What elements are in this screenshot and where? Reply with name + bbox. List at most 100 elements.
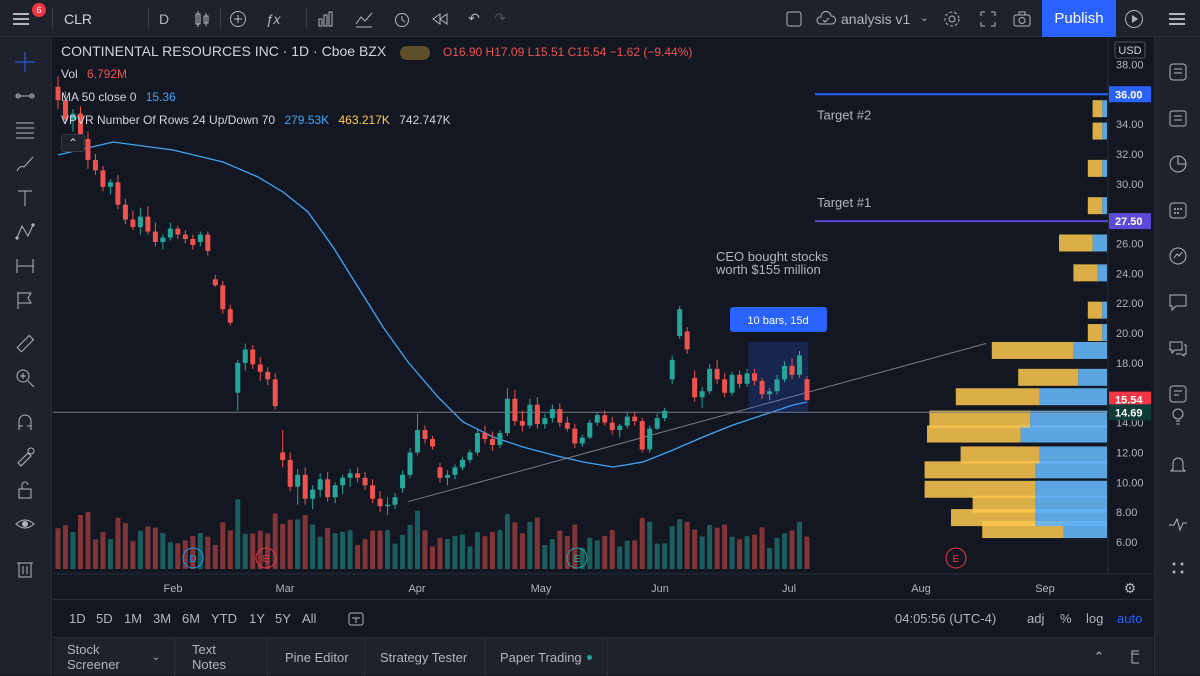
indicators-icon[interactable]: ƒx xyxy=(265,10,281,27)
fullscreen-square-icon[interactable] xyxy=(780,0,808,37)
snapshot-camera-icon[interactable] xyxy=(1008,0,1036,37)
ideas-icon[interactable] xyxy=(1163,241,1193,271)
signals-icon[interactable] xyxy=(1163,401,1193,431)
alerts-icon[interactable] xyxy=(1163,103,1193,133)
event-marker: D xyxy=(182,547,204,569)
streams-icon[interactable] xyxy=(1163,333,1193,363)
play-circle-icon[interactable] xyxy=(1120,0,1148,37)
maximize-panel-icon[interactable] xyxy=(1117,638,1153,676)
templates-icon[interactable] xyxy=(350,0,378,37)
chart-pane[interactable]: USD 6.00 8.00 10.00 12.00 14.00 18.00 20.00 22.0… xyxy=(53,37,1153,599)
collapse-legend-button[interactable]: ⌃ xyxy=(61,134,85,152)
volume-bar xyxy=(497,530,503,569)
notifications-icon[interactable] xyxy=(1163,449,1193,479)
expand-icon[interactable] xyxy=(974,0,1002,37)
volume-profile-down xyxy=(960,446,1040,464)
legend-ma[interactable]: MA 50 close 0 15.36 xyxy=(61,90,176,104)
goto-date-icon[interactable] xyxy=(347,600,365,637)
tab-paper-trading[interactable]: Paper Trading xyxy=(486,638,608,676)
pulse-icon[interactable] xyxy=(1163,509,1193,539)
eye-icon[interactable] xyxy=(10,509,40,539)
watchlist-menu-icon[interactable] xyxy=(1160,0,1194,37)
publish-button[interactable]: Publish xyxy=(1042,0,1116,37)
legend-vpvr[interactable]: VPVR Number Of Rows 24 Up/Down 70 279.53… xyxy=(61,113,451,127)
candle xyxy=(444,470,450,486)
candle xyxy=(542,413,548,429)
candle-body xyxy=(797,355,803,375)
alert-clock-icon[interactable] xyxy=(388,0,416,37)
candle-body xyxy=(617,425,623,431)
candle-body xyxy=(430,439,435,447)
trendline-icon[interactable] xyxy=(10,81,40,111)
magnet-icon[interactable] xyxy=(10,407,40,437)
lock-draw-icon[interactable] xyxy=(10,441,40,471)
candle xyxy=(392,492,398,510)
layout-menu-button[interactable]: analysis v1 ⌄ xyxy=(815,0,935,37)
watchlist-icon[interactable] xyxy=(1163,57,1193,87)
data-window-icon[interactable] xyxy=(1163,149,1193,179)
moving-average-line xyxy=(57,141,808,468)
range-3m[interactable]: 3M xyxy=(153,611,172,626)
redo-icon[interactable]: ↷ xyxy=(494,10,506,26)
range-5d[interactable]: 5D xyxy=(96,611,113,626)
volume-profile-down xyxy=(924,461,1035,479)
range-1y[interactable]: 1Y xyxy=(249,611,265,626)
range-1m[interactable]: 1M xyxy=(124,611,143,626)
candle-body xyxy=(609,422,615,431)
range-all[interactable]: All xyxy=(302,611,317,626)
range-5y[interactable]: 5Y xyxy=(275,611,291,626)
percent-toggle[interactable]: % xyxy=(1060,611,1072,626)
bar-chart-icon[interactable] xyxy=(312,0,340,37)
chat-icon[interactable] xyxy=(1163,287,1193,317)
axis-price-label-text: 27.50 xyxy=(1115,216,1143,228)
text-icon[interactable] xyxy=(10,183,40,213)
symbol-search-button[interactable]: CLR xyxy=(63,10,92,27)
volume-profile-up xyxy=(1035,461,1107,479)
range-6m[interactable]: 6M xyxy=(182,611,201,626)
crosshair-icon[interactable] xyxy=(10,47,40,77)
expand-panel-icon[interactable]: ⌃ xyxy=(1093,649,1105,664)
trash-icon[interactable] xyxy=(10,553,40,583)
tab-pine-editor[interactable]: Pine Editor xyxy=(271,638,365,676)
candle-body xyxy=(744,373,750,384)
candle xyxy=(579,434,585,447)
volume-profile-down xyxy=(1087,159,1103,177)
compare-add-icon[interactable] xyxy=(224,0,252,37)
more-icon[interactable] xyxy=(1163,553,1193,583)
menu-icon[interactable] xyxy=(6,0,36,37)
undo-icon[interactable]: ↶ xyxy=(468,10,480,26)
range-ytd[interactable]: YTD xyxy=(211,611,237,626)
candle xyxy=(804,376,810,401)
ruler-icon[interactable] xyxy=(10,329,40,359)
range-1d[interactable]: 1D xyxy=(69,611,86,626)
tab-stock-screener[interactable]: Stock Screener ⌄ xyxy=(53,638,175,676)
calendar-icon[interactable] xyxy=(1163,195,1193,225)
axis-settings-icon: ⚙ xyxy=(1124,580,1137,596)
candles-style-icon[interactable] xyxy=(188,0,216,37)
adj-toggle[interactable]: adj xyxy=(1027,611,1045,626)
candle xyxy=(669,355,675,384)
tab-text-notes[interactable]: Text Notes xyxy=(178,638,268,676)
measure-icon[interactable] xyxy=(10,251,40,281)
price-chart[interactable]: USD 6.00 8.00 10.00 12.00 14.00 18.00 20.00 22.0… xyxy=(53,37,1153,599)
volume-bar xyxy=(242,533,248,569)
fib-icon[interactable] xyxy=(10,115,40,145)
flag-icon[interactable] xyxy=(10,285,40,315)
pattern-icon[interactable] xyxy=(10,217,40,247)
legend-title[interactable]: CONTINENTAL RESOURCES INC · 1D · Cboe BZ… xyxy=(61,43,387,59)
axis-price-label: 27.50 xyxy=(1109,213,1151,230)
brush-icon[interactable] xyxy=(10,149,40,179)
tab-strategy-tester[interactable]: Strategy Tester xyxy=(366,638,486,676)
legend-volume[interactable]: Vol 6.792M xyxy=(61,67,127,81)
settings-gear-icon[interactable] xyxy=(938,0,966,37)
candle xyxy=(767,388,773,401)
auto-toggle[interactable]: auto xyxy=(1117,611,1143,626)
clock-timezone[interactable]: 04:05:56 (UTC-4) xyxy=(895,611,997,626)
zoom-icon[interactable] xyxy=(10,363,40,393)
hotlists-icon[interactable] xyxy=(1163,379,1193,409)
replay-icon[interactable] xyxy=(426,0,454,37)
log-toggle[interactable]: log xyxy=(1086,611,1104,626)
volume-bar xyxy=(137,530,143,569)
interval-button[interactable]: D xyxy=(158,10,170,27)
lock-icon[interactable] xyxy=(10,475,40,505)
